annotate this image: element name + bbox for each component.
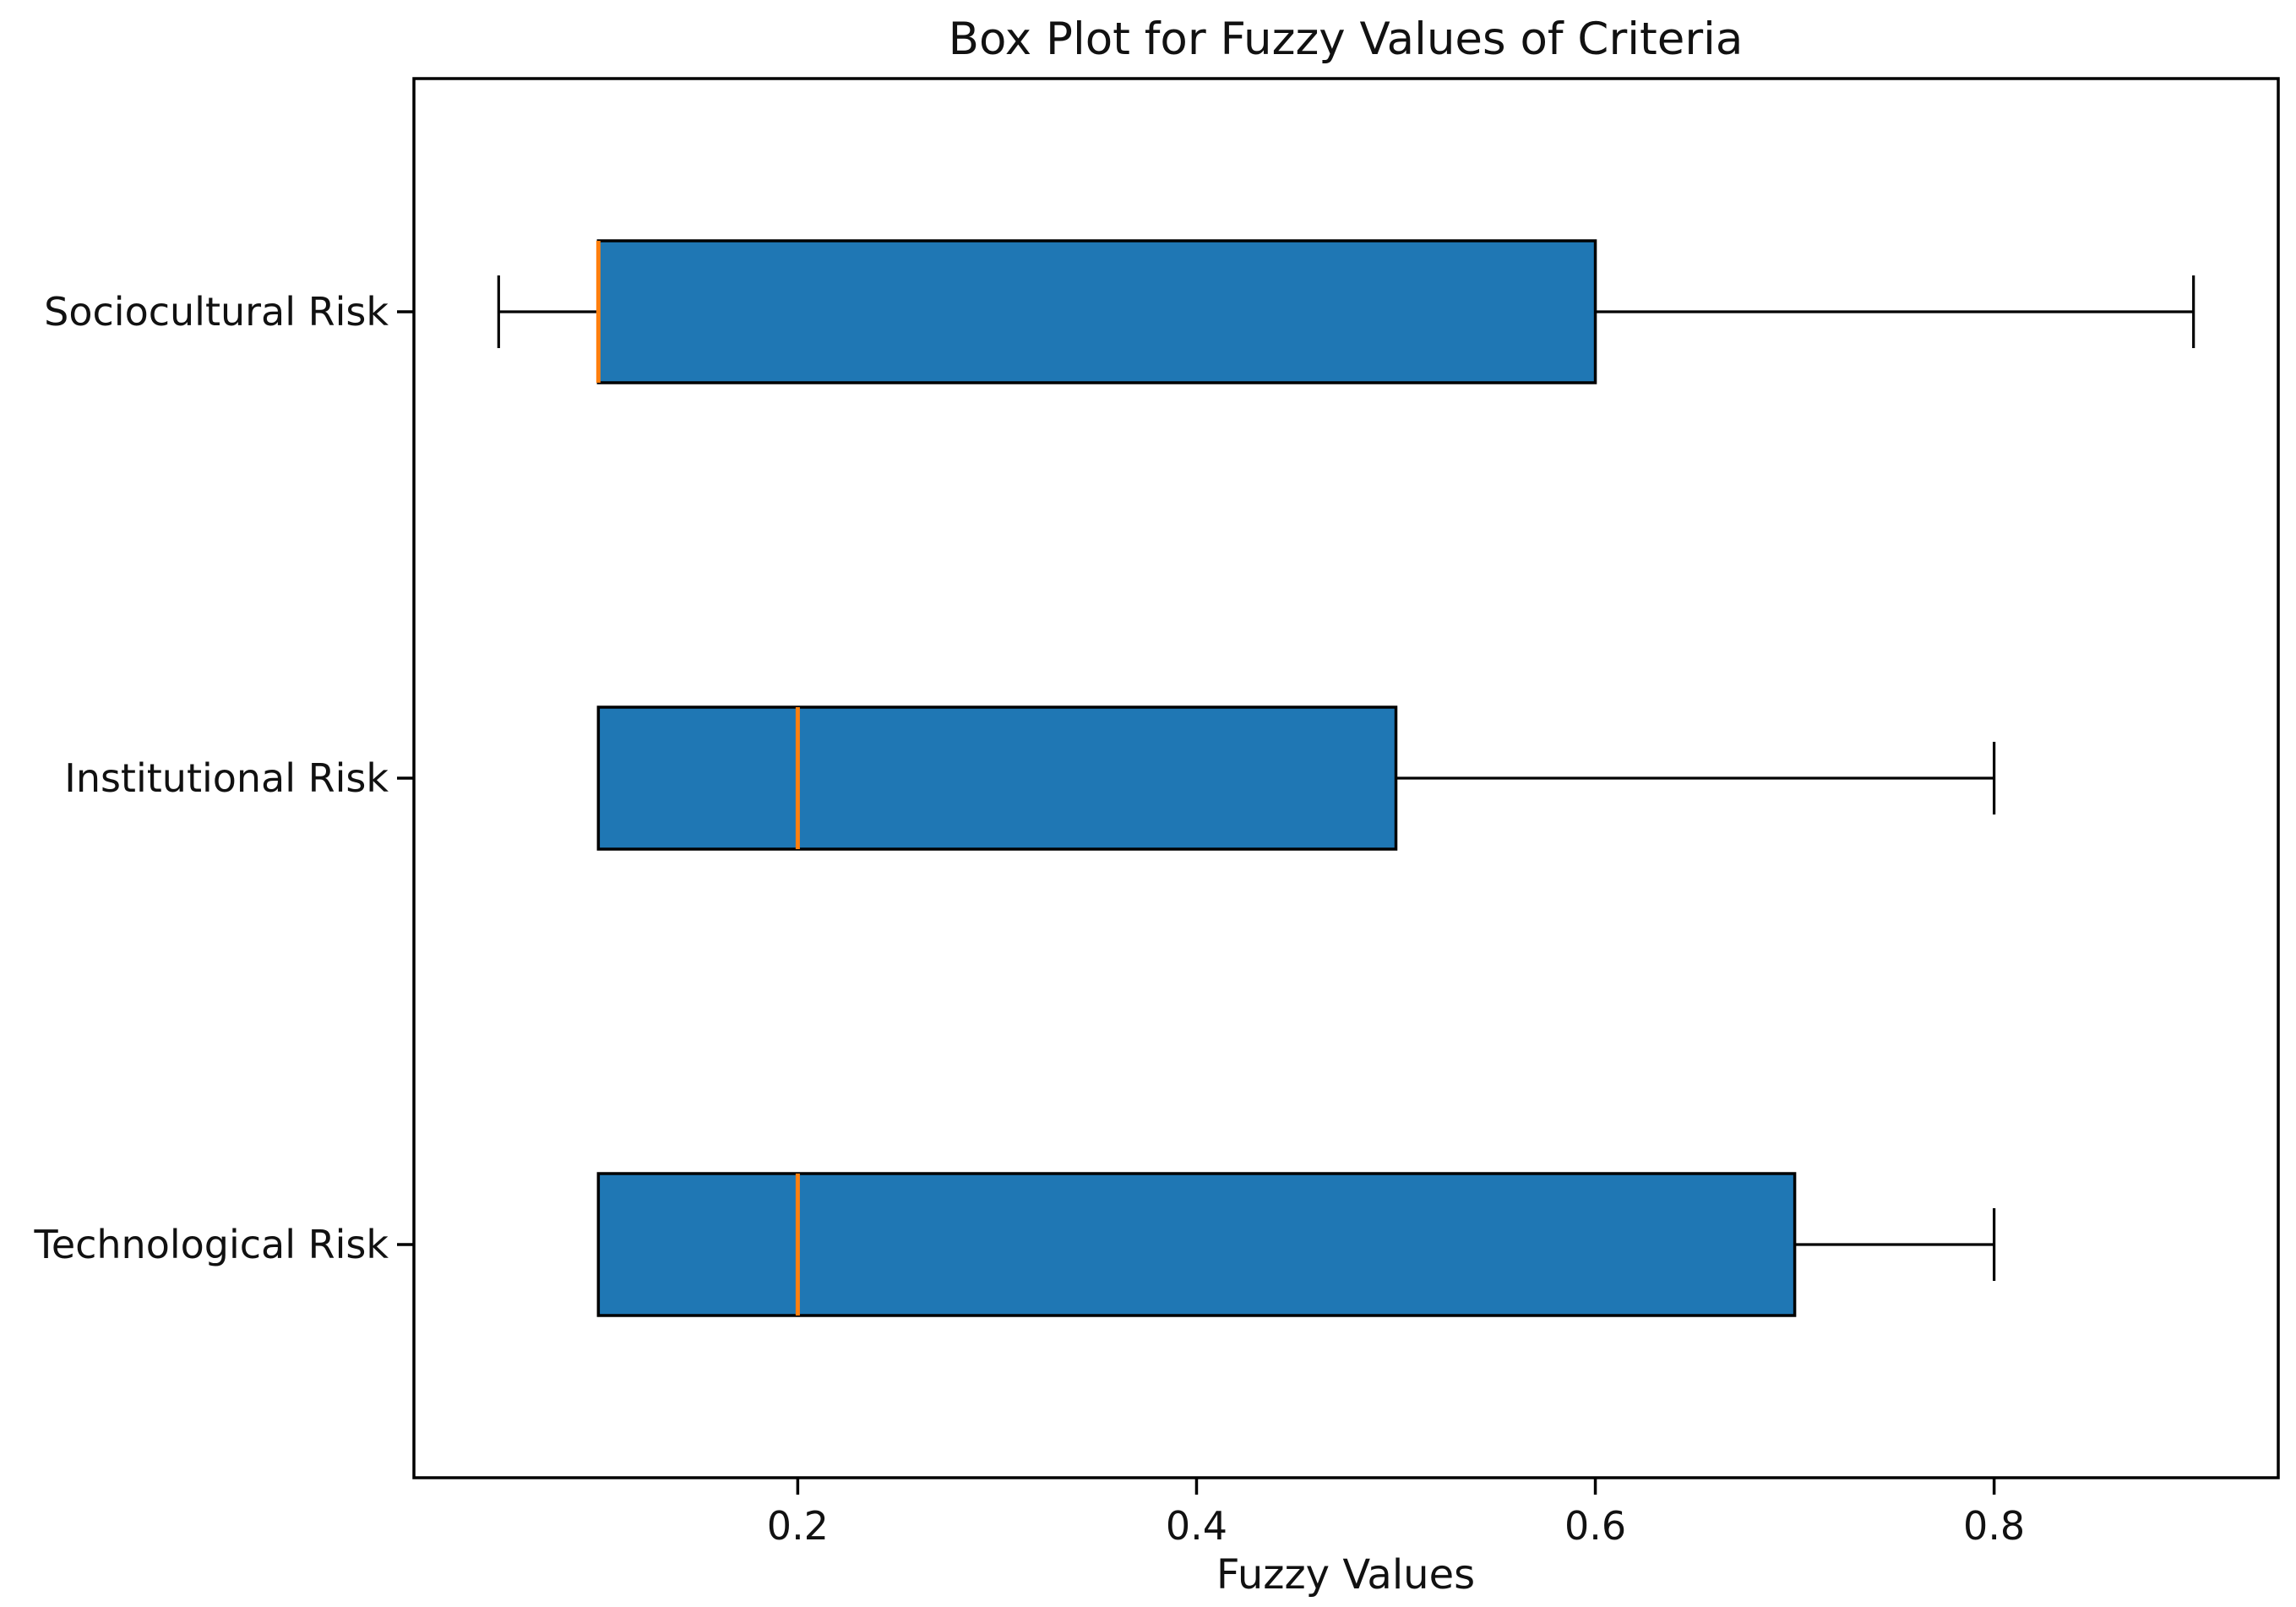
category-label: Technological Risk — [34, 1222, 389, 1267]
plot-area: 0.2 0.4 0.6 0.8 Sociocultural Risk Institutio… — [34, 77, 2280, 1549]
category-label: Institutional Risk — [64, 755, 389, 801]
x-tick-label: 0.2 — [767, 1503, 829, 1549]
x-tick-label: 0.4 — [1166, 1503, 1227, 1549]
box-rect — [596, 239, 1597, 384]
chart-title: Box Plot for Fuzzy Values of Criteria — [949, 14, 1744, 65]
box-rect — [596, 705, 1398, 851]
x-tick-label: 0.8 — [1963, 1503, 2025, 1549]
x-axis-label: Fuzzy Values — [1216, 1551, 1475, 1599]
x-tick-label: 0.6 — [1564, 1503, 1626, 1549]
category-label: Sociocultural Risk — [44, 289, 389, 335]
box-rect — [596, 1172, 1797, 1317]
